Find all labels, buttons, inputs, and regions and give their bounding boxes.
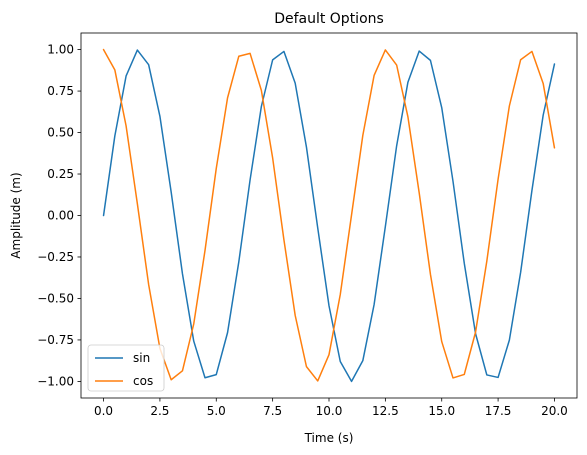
legend-label-sin: sin xyxy=(133,351,150,365)
series-line-sin xyxy=(102,49,556,383)
y-tick-label: 0.50 xyxy=(47,126,74,140)
x-axis-ticks: 0.0 2.5 5.0 7.5 10.0 12.5 15.0 17.5 20.0 xyxy=(94,398,568,418)
y-axis-title: Amplitude (m) xyxy=(9,172,23,258)
series-layer xyxy=(102,48,556,383)
x-tick-label: 2.5 xyxy=(150,404,169,418)
x-tick-label: 20.0 xyxy=(541,404,568,418)
x-tick-label: 7.5 xyxy=(263,404,282,418)
y-tick-label: 1.00 xyxy=(47,43,74,57)
legend-label-cos: cos xyxy=(133,374,153,388)
y-tick-label: −1.00 xyxy=(37,374,74,388)
x-tick-label: 12.5 xyxy=(372,404,399,418)
y-tick-label: 0.00 xyxy=(47,209,74,223)
y-tick-label: −0.25 xyxy=(37,250,74,264)
y-tick-label: 0.75 xyxy=(47,84,74,98)
y-tick-label: −0.75 xyxy=(37,333,74,347)
y-axis-ticks: −1.00 −0.75 −0.50 −0.25 0.00 0.25 0.50 0.75 1.00 xyxy=(37,43,81,388)
y-tick-label: −0.50 xyxy=(37,291,74,305)
y-tick-label: 0.25 xyxy=(47,167,74,181)
legend: sin cos xyxy=(87,344,165,392)
x-tick-label: 5.0 xyxy=(207,404,226,418)
series-line-cos xyxy=(102,48,556,382)
legend-box xyxy=(87,344,165,392)
x-tick-label: 0.0 xyxy=(94,404,113,418)
plot-area xyxy=(80,32,578,399)
axes-frame xyxy=(80,32,578,399)
chart-title: Default Options xyxy=(274,11,384,27)
x-tick-label: 10.0 xyxy=(316,404,343,418)
x-axis-title: Time (s) xyxy=(304,431,354,445)
x-tick-label: 15.0 xyxy=(428,404,455,418)
x-tick-label: 17.5 xyxy=(485,404,512,418)
